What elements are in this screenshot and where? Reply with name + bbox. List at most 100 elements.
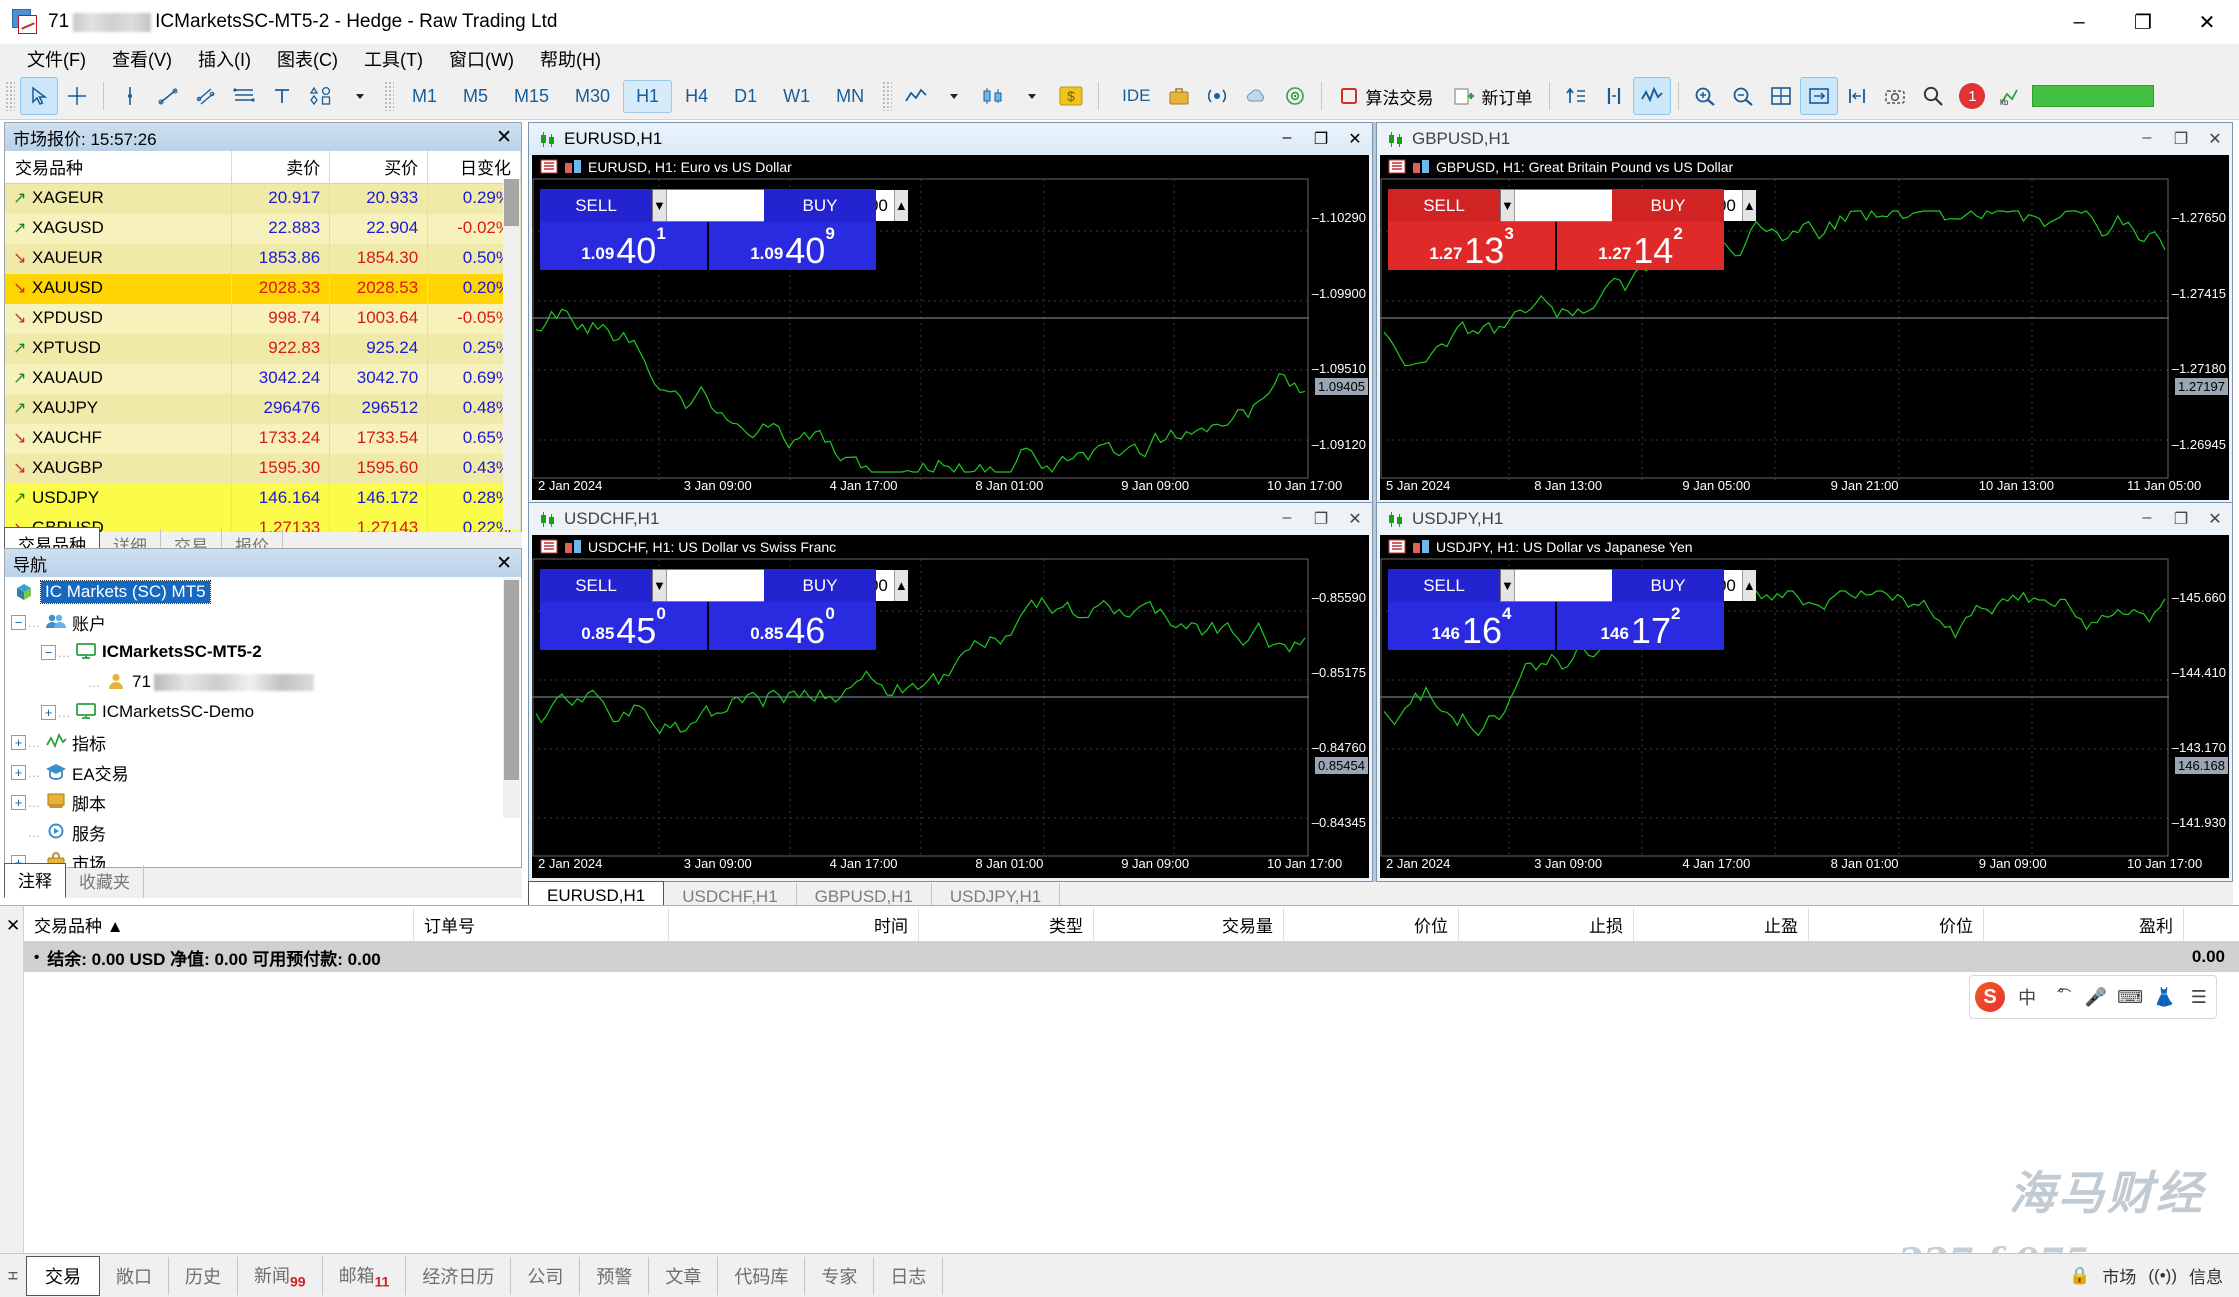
table-row[interactable]: ↘ XAUGBP 1595.30 1595.60 0.43% bbox=[5, 453, 521, 484]
menu-item-file[interactable]: 文件(F) bbox=[27, 49, 86, 70]
chart-minimize-button[interactable]: – bbox=[1282, 509, 1292, 526]
menu-item-help[interactable]: 帮助(H) bbox=[539, 49, 601, 70]
tile-horizontally-icon[interactable] bbox=[1800, 77, 1839, 115]
sell-button[interactable]: SELL bbox=[1388, 189, 1500, 222]
close-icon[interactable]: ✕ bbox=[6, 916, 21, 935]
terminal-tab[interactable]: 代码库 bbox=[718, 1256, 806, 1295]
navigator-item-indicators-icon[interactable]: +… 指标 bbox=[5, 727, 521, 757]
fibonacci-icon[interactable] bbox=[225, 77, 263, 115]
price-axis[interactable]: –0.85590 –0.85175 –0.84760 –0.84345 0.85454 bbox=[1307, 558, 1369, 856]
expand-toggle-icon[interactable]: + bbox=[41, 704, 56, 720]
zoom-in-icon[interactable] bbox=[1686, 77, 1724, 115]
terminal-column-header[interactable]: 止盈 bbox=[1634, 907, 1809, 942]
sell-button[interactable]: SELL bbox=[540, 569, 652, 602]
terminal-tab[interactable]: 文章 bbox=[649, 1256, 719, 1295]
navigator-item-scripts-icon[interactable]: +… 脚本 bbox=[5, 787, 521, 817]
terminal-column-header[interactable]: 类型 bbox=[919, 907, 1094, 942]
menu-item-insert[interactable]: 插入(I) bbox=[197, 49, 251, 70]
ime-mode-chinese[interactable]: 中 bbox=[2018, 988, 2037, 1008]
indicators-icon[interactable] bbox=[1633, 77, 1672, 115]
timeframe-m1[interactable]: M1 bbox=[412, 85, 438, 106]
toolbar-grip[interactable] bbox=[5, 81, 15, 111]
chart-window-usdjpy[interactable]: USDJPY,H1 – ❐ ✕ USDJPY, H1: US Dollar vs Jap… bbox=[1376, 502, 2233, 882]
terminal-tab[interactable]: 公司 bbox=[511, 1256, 581, 1295]
ide-button[interactable]: IDE bbox=[1122, 86, 1151, 105]
chart-minimize-button[interactable]: – bbox=[2142, 129, 2152, 146]
ime-menu-icon[interactable]: ☰ bbox=[2190, 986, 2207, 1007]
notifications-badge[interactable]: 1 bbox=[1952, 77, 1992, 115]
sell-price[interactable]: 1.27 13 3 bbox=[1388, 222, 1555, 270]
chart-properties-icon[interactable] bbox=[564, 539, 582, 555]
chart-window-usdchf[interactable]: USDCHF,H1 – ❐ ✕ USDCHF, H1: US Dollar vs Swi… bbox=[528, 502, 1373, 882]
terminal-column-header[interactable]: 交易品种 ▲ bbox=[24, 907, 414, 942]
ime-keyboard-icon[interactable]: ⌨ bbox=[2117, 986, 2144, 1007]
trendline-icon[interactable] bbox=[149, 77, 187, 115]
chart-canvas[interactable]: USDCHF, H1: US Dollar vs Swiss Franc SELL… bbox=[532, 535, 1369, 878]
volume-up-icon[interactable]: ▲ bbox=[1741, 190, 1756, 221]
navigator-item-server-icon[interactable]: +… ICMarketsSC-Demo bbox=[5, 697, 521, 727]
vertical-line-icon[interactable] bbox=[111, 77, 149, 115]
chart-maximize-button[interactable]: ❐ bbox=[2173, 131, 2189, 148]
chart-canvas[interactable]: USDJPY, H1: US Dollar vs Japanese Yen SEL… bbox=[1380, 535, 2229, 878]
chart-tab-usdjpy[interactable]: USDJPY,H1 bbox=[932, 883, 1061, 913]
terminal-tab[interactable]: 新闻99 bbox=[238, 1255, 323, 1296]
terminal-column-header[interactable]: 交易量 bbox=[1094, 907, 1284, 942]
time-axis[interactable]: 2 Jan 2024 3 Jan 09:00 4 Jan 17:00 8 Jan 01… bbox=[532, 478, 1369, 498]
expand-toggle-icon[interactable]: − bbox=[11, 614, 26, 630]
timeframe-w1[interactable]: W1 bbox=[783, 85, 811, 106]
currency-icon[interactable]: $ bbox=[1051, 77, 1091, 115]
crosshair-icon[interactable] bbox=[58, 77, 96, 115]
terminal-column-header[interactable]: 盈利 bbox=[1984, 907, 2184, 942]
table-row[interactable]: ↗ XAGEUR 20.917 20.933 0.29% bbox=[5, 183, 521, 214]
tab-common[interactable]: 注释 bbox=[4, 863, 66, 898]
volume-stepper[interactable]: ▼▲ bbox=[652, 569, 908, 602]
zoom-out-icon[interactable] bbox=[1724, 77, 1762, 115]
navigator-item-accounts-icon[interactable]: −… 账户 bbox=[5, 607, 521, 637]
ime-punctuation-icon[interactable]: ͡˚ bbox=[2058, 986, 2065, 1007]
chart-close-button[interactable]: ✕ bbox=[2208, 131, 2222, 148]
terminal-column-header[interactable]: 订单号 bbox=[414, 907, 669, 942]
timeframe-h4[interactable]: H4 bbox=[685, 85, 709, 106]
buy-button[interactable]: BUY bbox=[764, 569, 876, 602]
terminal-column-header[interactable]: 时间 bbox=[669, 907, 919, 942]
shapes-icon[interactable] bbox=[301, 77, 341, 115]
buy-button[interactable]: BUY bbox=[1612, 569, 1724, 602]
menu-item-tools[interactable]: 工具(T) bbox=[363, 49, 423, 70]
autoscroll-icon[interactable] bbox=[1557, 77, 1595, 115]
cloud-icon[interactable] bbox=[1236, 77, 1276, 115]
sell-price[interactable]: 0.85 45 0 bbox=[540, 602, 707, 650]
chart-minimize-button[interactable]: – bbox=[2142, 509, 2152, 526]
candle-dropdown-icon[interactable] bbox=[1013, 77, 1051, 115]
data-window-icon[interactable] bbox=[540, 539, 558, 555]
data-window-icon[interactable] bbox=[540, 159, 558, 175]
table-row[interactable]: ↘ XPDUSD 998.74 1003.64 -0.05% bbox=[5, 303, 521, 334]
chart-canvas[interactable]: EURUSD, H1: Euro vs US DollarSELL▼▲BUY1.… bbox=[532, 155, 1369, 500]
data-window-icon[interactable] bbox=[1388, 539, 1406, 555]
sell-button[interactable]: SELL bbox=[540, 189, 652, 222]
tile-vertically-icon[interactable] bbox=[1838, 77, 1876, 115]
chart-properties-icon[interactable] bbox=[564, 159, 582, 175]
chart-tab-gbpusd[interactable]: GBPUSD,H1 bbox=[797, 883, 932, 913]
column-header-ask[interactable]: 卖价 bbox=[231, 151, 331, 184]
text-tool-icon[interactable] bbox=[263, 77, 301, 115]
buy-price[interactable]: 1.09 40 9 bbox=[709, 222, 876, 270]
ime-skin-icon[interactable]: 👗 bbox=[2153, 986, 2176, 1007]
chart-close-button[interactable]: ✕ bbox=[2208, 511, 2222, 528]
market-watch-scrollbar[interactable] bbox=[503, 179, 520, 530]
volume-stepper[interactable]: ▼▲ bbox=[1500, 189, 1756, 222]
volume-up-icon[interactable]: ▲ bbox=[1741, 570, 1756, 601]
timeframe-m30[interactable]: M30 bbox=[575, 85, 611, 106]
timeframe-m15[interactable]: M15 bbox=[514, 85, 550, 106]
price-axis[interactable]: –1.10290 –1.09900 –1.09510 –1.09120 1.09405 bbox=[1307, 178, 1369, 478]
time-axis[interactable]: 2 Jan 2024 3 Jan 09:00 4 Jan 17:00 8 Jan 01… bbox=[532, 856, 1369, 876]
table-row[interactable]: ↗ XPTUSD 922.83 925.24 0.25% bbox=[5, 333, 521, 364]
chart-properties-icon[interactable] bbox=[1412, 159, 1430, 175]
chart-tab-usdchf[interactable]: USDCHF,H1 bbox=[664, 883, 797, 913]
navigator-item-server-icon[interactable]: −… ICMarketsSC-MT5-2 bbox=[5, 637, 521, 667]
time-axis[interactable]: 2 Jan 2024 3 Jan 09:00 4 Jan 17:00 8 Jan 01… bbox=[1380, 856, 2229, 876]
grid-layout-icon[interactable] bbox=[1762, 77, 1800, 115]
table-row[interactable]: ↘ XAUCHF 1733.24 1733.54 0.65% bbox=[5, 423, 521, 454]
